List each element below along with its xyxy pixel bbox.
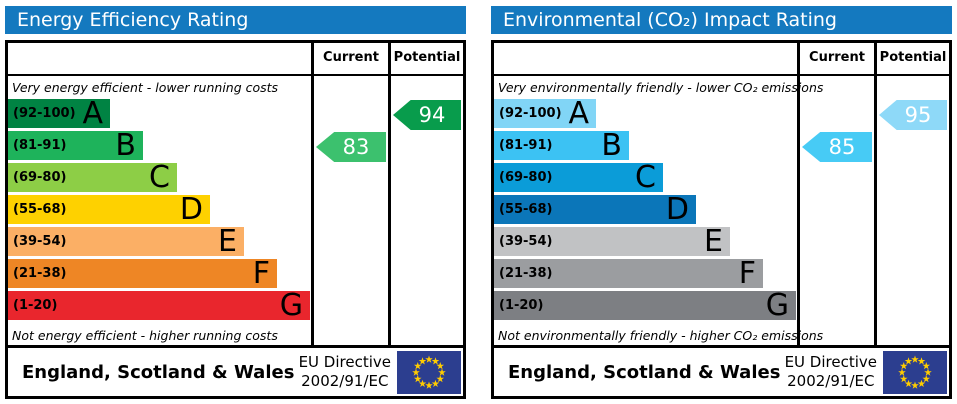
caption-top: Very environmentally friendly - lower CO… (498, 80, 824, 95)
potential-column: 95 (874, 76, 949, 345)
band-e: (39-54) E (8, 224, 244, 259)
band-range-label: (39-54) (13, 234, 67, 249)
band-range-label: (92-100) (499, 106, 562, 121)
rating-table: Current Potential Very environmentally f… (491, 40, 952, 399)
band-letter: F (252, 256, 270, 291)
band-letter: A (82, 96, 103, 131)
band-letter: C (635, 160, 656, 195)
band-range-label: (1-20) (13, 298, 58, 313)
header-spacer (494, 43, 797, 74)
footer-row: England, Scotland & Wales EU Directive 2… (494, 345, 949, 396)
column-header-row: Current Potential (8, 43, 463, 76)
band-range-label: (21-38) (13, 266, 67, 281)
band-f: (21-38) F (494, 256, 763, 291)
band-letter: F (738, 256, 756, 291)
bands: (92-100) A (81-91) B (69-80) C (55-68) D (39-54)… (494, 96, 797, 323)
band-letter: B (115, 128, 136, 163)
eu-directive-label: EU Directive 2002/91/EC (299, 353, 391, 391)
current-column-header: Current (797, 43, 874, 74)
current-rating-arrow: 83 (316, 132, 386, 162)
band-a: (92-100) A (8, 96, 110, 131)
caption-bottom: Not energy efficient - higher running co… (12, 328, 278, 343)
band-e: (39-54) E (494, 224, 730, 259)
band-letter: E (704, 224, 723, 259)
band-range-label: (69-80) (13, 170, 67, 185)
band-c: (69-80) C (494, 160, 663, 195)
eu-directive-line1: EU Directive (784, 353, 877, 371)
potential-column-header: Potential (874, 43, 949, 74)
band-d: (55-68) D (494, 192, 696, 227)
energy-efficiency-rating-panel: Energy Efficiency Rating Current Potenti… (5, 6, 466, 399)
band-range-label: (81-91) (13, 138, 67, 153)
band-g: (1-20) G (8, 288, 310, 323)
panel-title: Environmental (CO₂) Impact Rating (491, 6, 952, 34)
footer-row: England, Scotland & Wales EU Directive 2… (8, 345, 463, 396)
band-range-label: (55-68) (499, 202, 553, 217)
band-range-label: (39-54) (499, 234, 553, 249)
column-header-row: Current Potential (494, 43, 949, 76)
band-letter: A (568, 96, 589, 131)
band-range-label: (21-38) (499, 266, 553, 281)
current-column: 85 (797, 76, 874, 345)
band-range-label: (55-68) (13, 202, 67, 217)
current-column-header: Current (311, 43, 388, 74)
band-a: (92-100) A (494, 96, 596, 131)
caption-top: Very energy efficient - lower running co… (12, 80, 279, 95)
band-range-label: (81-91) (499, 138, 553, 153)
potential-rating-arrow: 94 (393, 100, 461, 130)
band-g: (1-20) G (494, 288, 796, 323)
potential-column: 94 (388, 76, 463, 345)
band-b: (81-91) B (494, 128, 629, 163)
current-column: 83 (311, 76, 388, 345)
potential-column-header: Potential (388, 43, 463, 74)
band-letter: E (218, 224, 237, 259)
header-spacer (8, 43, 311, 74)
current-rating-arrow: 85 (802, 132, 872, 162)
band-letter: G (765, 288, 789, 323)
band-letter: B (601, 128, 622, 163)
bands-column: Very energy efficient - lower running co… (8, 76, 311, 345)
band-b: (81-91) B (8, 128, 143, 163)
rating-body: Very environmentally friendly - lower CO… (494, 76, 949, 345)
bands-column: Very environmentally friendly - lower CO… (494, 76, 824, 345)
eu-flag-icon (397, 350, 461, 394)
rating-body: Very energy efficient - lower running co… (8, 76, 463, 345)
band-f: (21-38) F (8, 256, 277, 291)
region-label: England, Scotland & Wales (508, 361, 781, 383)
band-letter: G (279, 288, 303, 323)
caption-bottom: Not environmentally friendly - higher CO… (498, 328, 824, 343)
region-label: England, Scotland & Wales (22, 361, 295, 383)
panel-title: Energy Efficiency Rating (5, 6, 466, 34)
band-letter: C (149, 160, 170, 195)
eu-flag-icon (883, 350, 947, 394)
eu-directive-line1: EU Directive (298, 353, 391, 371)
eu-directive-line2: 2002/91/EC (787, 372, 875, 390)
bands: (92-100) A (81-91) B (69-80) C (55-68) D (39-54)… (8, 96, 311, 323)
band-c: (69-80) C (8, 160, 177, 195)
band-range-label: (92-100) (13, 106, 76, 121)
band-range-label: (69-80) (499, 170, 553, 185)
band-letter: D (665, 192, 689, 227)
band-range-label: (1-20) (499, 298, 544, 313)
eu-directive-line2: 2002/91/EC (301, 372, 389, 390)
rating-table: Current Potential Very energy efficient … (5, 40, 466, 399)
environmental-impact-rating-panel: Environmental (CO₂) Impact Rating Curren… (491, 6, 952, 399)
potential-rating-arrow: 95 (879, 100, 947, 130)
band-letter: D (179, 192, 203, 227)
band-d: (55-68) D (8, 192, 210, 227)
eu-directive-label: EU Directive 2002/91/EC (785, 353, 877, 391)
